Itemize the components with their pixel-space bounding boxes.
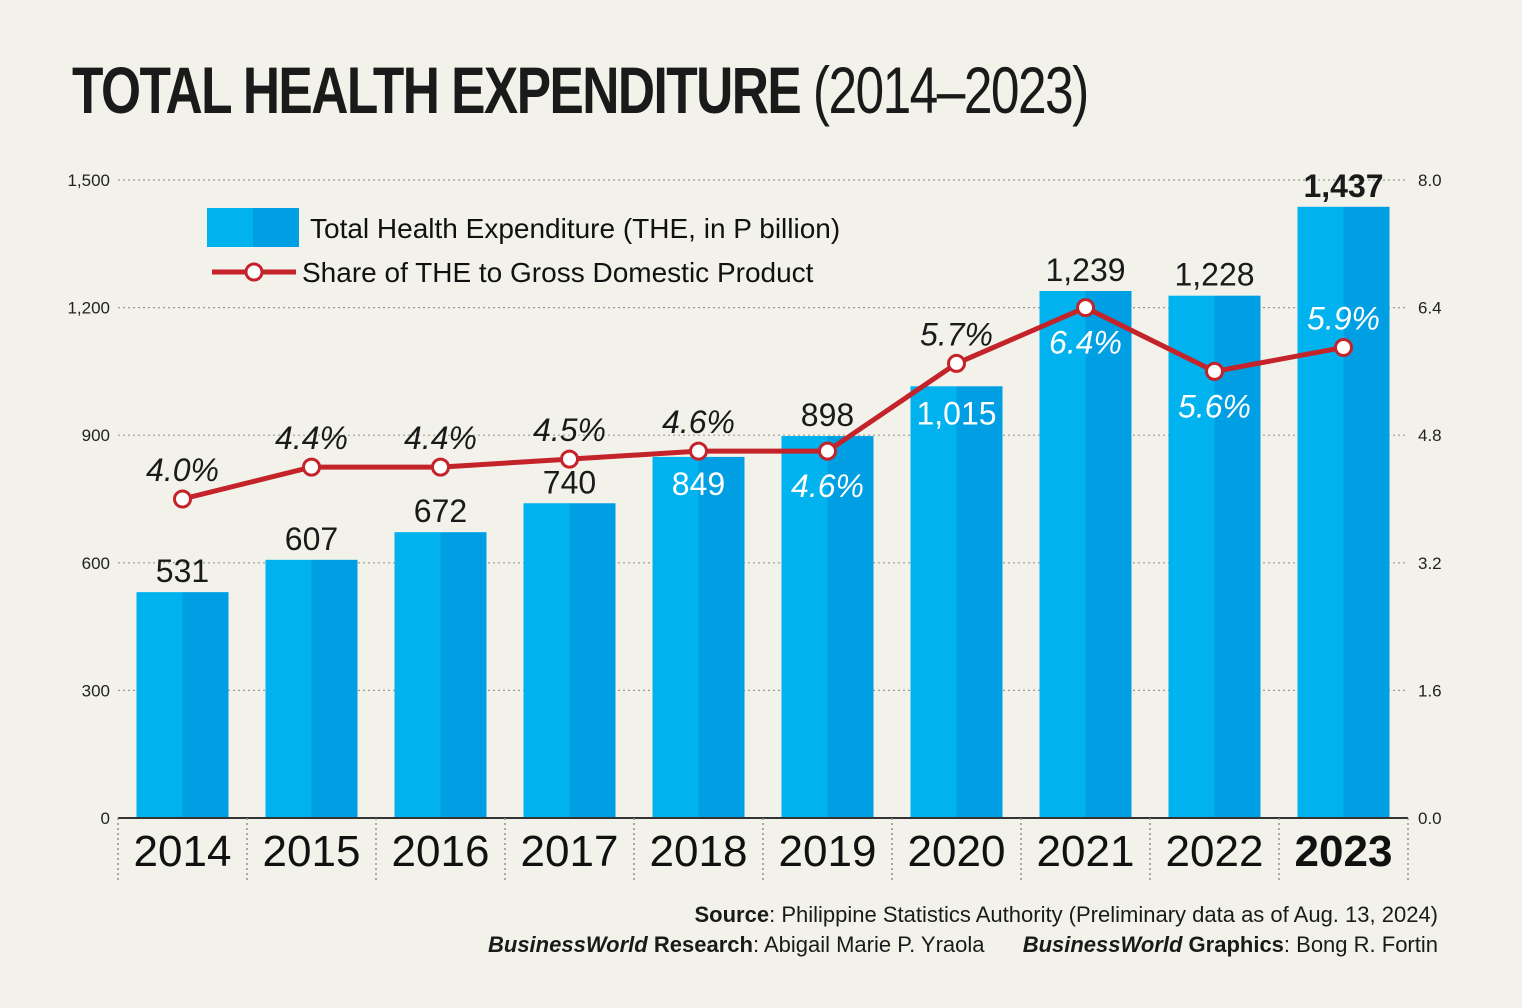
research-label: Research <box>647 932 753 957</box>
chart-title: TOTAL HEALTH EXPENDITURE (2014–2023) <box>72 48 1089 132</box>
share-value-label: 4.6% <box>662 404 735 440</box>
left-tick-label: 1,500 <box>67 171 110 190</box>
bar <box>265 559 312 818</box>
title-years: (2014–2023) <box>812 53 1089 127</box>
share-point <box>1205 361 1224 381</box>
bar <box>1039 291 1086 819</box>
bar-shade <box>182 592 229 818</box>
right-tick-label: 6.4 <box>1418 299 1442 318</box>
share-point <box>560 449 579 469</box>
legend-swatch-marker <box>244 262 264 282</box>
share-value-label: 4.5% <box>533 412 606 448</box>
right-tick-label: 4.8 <box>1418 426 1442 445</box>
x-tick-label: 2020 <box>908 827 1006 876</box>
source-note: Source: Philippine Statistics Authority … <box>695 902 1439 928</box>
bar-shade <box>1343 206 1390 818</box>
share-value-label: 4.6% <box>791 468 864 504</box>
bar <box>1168 295 1215 818</box>
share-value-label: 5.9% <box>1307 300 1380 336</box>
bar-value-label: 531 <box>156 553 209 589</box>
title-main: TOTAL HEALTH EXPENDITURE <box>72 53 802 127</box>
bar <box>136 592 183 818</box>
bar-value-label: 1,437 <box>1303 168 1383 204</box>
bar-value-label: 898 <box>801 397 854 433</box>
x-tick-label: 2023 <box>1295 827 1393 876</box>
bar-shade <box>311 559 358 818</box>
x-tick-label: 2019 <box>779 827 877 876</box>
x-tick-label: 2014 <box>134 827 232 876</box>
research-brand: BusinessWorld <box>488 932 648 957</box>
share-point <box>1076 298 1095 318</box>
source-label: Source <box>694 902 770 927</box>
left-tick-label: 900 <box>82 426 110 445</box>
graphics-brand: BusinessWorld <box>1022 932 1183 957</box>
bar <box>910 386 957 818</box>
x-tick-label: 2017 <box>521 827 619 876</box>
graphics-credit: BusinessWorld Graphics: Bong R. Fortin <box>1023 932 1438 958</box>
legend-label-line: Share of THE to Gross Domestic Product <box>302 257 814 288</box>
x-tick-label: 2021 <box>1037 827 1135 876</box>
bar-value-label: 849 <box>672 466 725 502</box>
bar-value-label: 672 <box>414 493 467 529</box>
bar <box>781 436 828 818</box>
bar-shade <box>956 386 1003 818</box>
credits: BusinessWorld Research: Abigail Marie P.… <box>488 932 1438 958</box>
bar <box>652 456 699 818</box>
bar-shade <box>569 503 616 818</box>
bar-value-label: 607 <box>285 521 338 557</box>
bar <box>1297 206 1344 818</box>
x-tick-label: 2016 <box>392 827 490 876</box>
graphics-label: Graphics <box>1182 932 1284 957</box>
legend-swatch-bar-shade <box>253 208 299 247</box>
share-point <box>1334 337 1353 357</box>
bar-value-label: 1,228 <box>1174 257 1254 293</box>
share-point <box>431 457 450 477</box>
x-tick-label: 2022 <box>1166 827 1264 876</box>
share-value-label: 4.4% <box>275 420 348 456</box>
research-name: : Abigail Marie P. Yraola <box>752 932 985 957</box>
share-point <box>302 457 321 477</box>
share-value-label: 4.4% <box>404 420 477 456</box>
left-tick-label: 600 <box>82 554 110 573</box>
bar-shade <box>440 532 487 818</box>
source-text: : Philippine Statistics Authority (Preli… <box>769 902 1438 927</box>
bar-value-label: 740 <box>543 464 596 500</box>
share-point <box>818 441 837 461</box>
share-point <box>947 353 966 373</box>
share-value-label: 5.6% <box>1178 388 1251 424</box>
left-tick-label: 300 <box>82 681 110 700</box>
graphics-name: : Bong R. Fortin <box>1283 932 1438 957</box>
left-tick-label: 0 <box>101 809 110 828</box>
right-tick-label: 3.2 <box>1418 554 1442 573</box>
bar-shade <box>827 436 874 818</box>
share-line <box>181 305 1344 502</box>
right-tick-label: 0.0 <box>1418 809 1442 828</box>
bar <box>394 532 441 818</box>
left-tick-label: 1,200 <box>67 299 110 318</box>
bar-value-label: 1,239 <box>1045 252 1125 288</box>
x-tick-label: 2015 <box>263 827 361 876</box>
x-tick-label: 2018 <box>650 827 748 876</box>
bar-value-label: 1,015 <box>916 395 996 431</box>
research-credit: BusinessWorld Research: Abigail Marie P.… <box>488 932 985 957</box>
share-value-label: 4.0% <box>146 452 219 488</box>
bar-shade <box>698 456 745 818</box>
bar-shade <box>1214 295 1261 818</box>
right-tick-label: 1.6 <box>1418 681 1442 700</box>
share-value-label: 5.7% <box>920 316 993 352</box>
bar-shade <box>1085 291 1132 819</box>
share-point <box>173 489 192 509</box>
share-value-label: 6.4% <box>1049 325 1122 361</box>
share-point <box>689 441 708 461</box>
bar <box>523 503 570 818</box>
right-tick-label: 8.0 <box>1418 171 1442 190</box>
legend-swatch-bar <box>207 208 253 247</box>
legend-label-bar: Total Health Expenditure (THE, in P bill… <box>310 213 840 244</box>
